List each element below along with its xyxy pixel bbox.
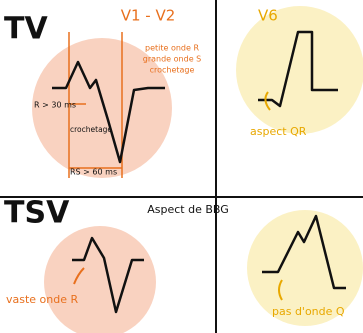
annotation: R > 30 ms — [34, 101, 76, 110]
note: petite onde R — [145, 44, 199, 53]
lead-title: V6 — [258, 7, 278, 25]
note: crochetage — [150, 66, 195, 75]
annotation: aspect QR — [250, 125, 307, 138]
annotation: pas d'onde Q — [272, 305, 345, 318]
annotation: RS > 60 ms — [70, 168, 117, 177]
annotation: crochetage — [70, 125, 112, 134]
diagram: TV V1 - V2 petite onde R grande onde S c… — [0, 0, 363, 333]
note: grande onde S — [143, 55, 201, 64]
section-label: TV — [4, 12, 48, 47]
section-title: Aspect de BBG — [147, 203, 229, 216]
section-label: TSV — [4, 196, 70, 231]
annotation: vaste onde R — [6, 293, 79, 306]
lead-title: V1 - V2 — [121, 7, 176, 25]
highlight-circle — [44, 226, 156, 333]
highlight-circle — [236, 6, 363, 134]
